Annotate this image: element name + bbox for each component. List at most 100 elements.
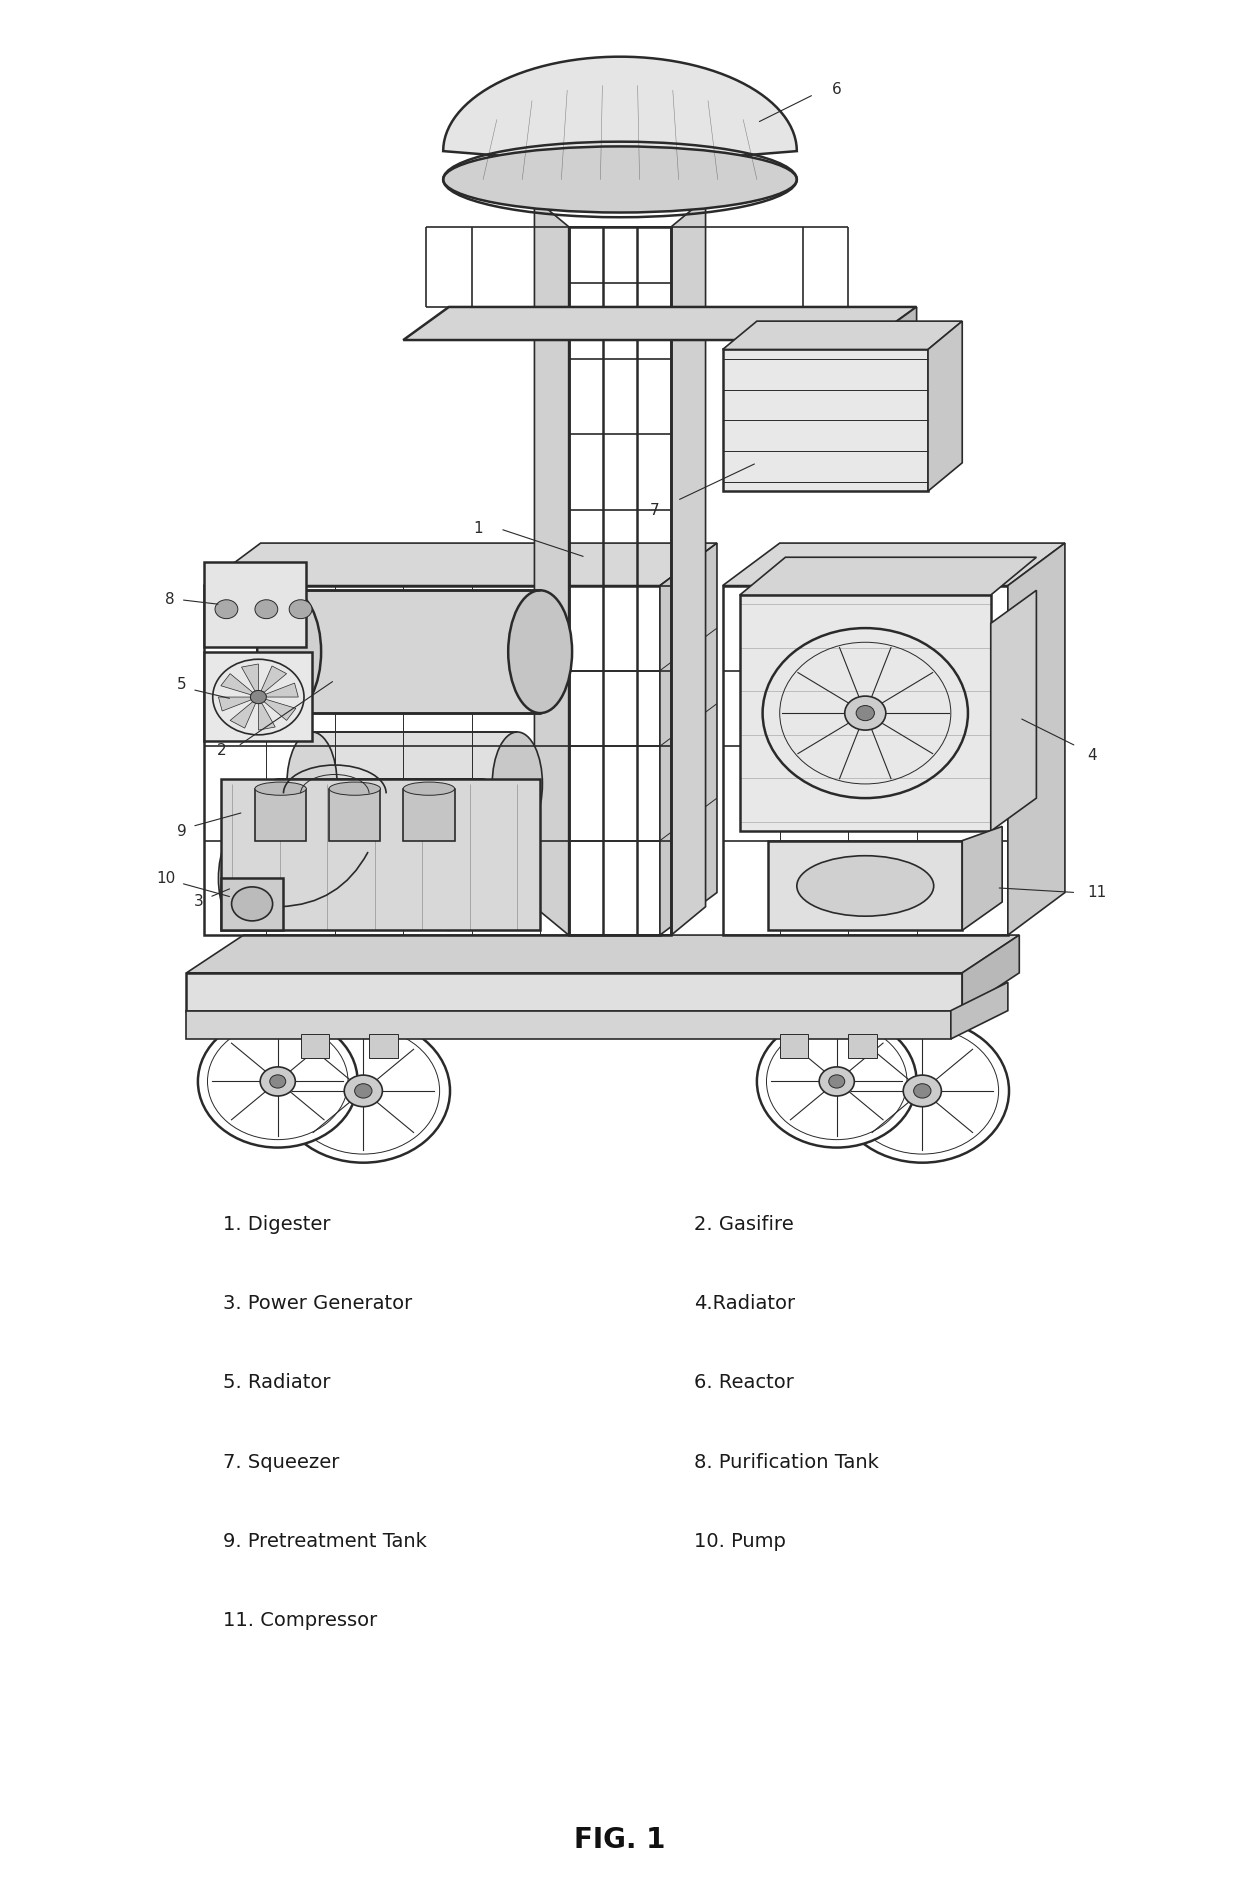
Bar (203, 652, 312, 740)
Ellipse shape (797, 856, 934, 916)
Bar (300, 1033, 329, 1058)
Circle shape (215, 599, 238, 618)
Polygon shape (278, 778, 484, 882)
Polygon shape (962, 935, 1019, 1011)
Circle shape (345, 1075, 382, 1107)
Ellipse shape (255, 782, 306, 795)
Circle shape (260, 1067, 295, 1096)
Polygon shape (951, 982, 1008, 1039)
Circle shape (828, 1075, 844, 1088)
Circle shape (232, 886, 273, 920)
Bar (203, 586, 660, 935)
Circle shape (198, 1016, 357, 1147)
Ellipse shape (329, 782, 381, 795)
Polygon shape (534, 198, 569, 935)
Text: 4.Radiator: 4.Radiator (694, 1294, 796, 1313)
Circle shape (250, 689, 267, 703)
Bar (370, 1033, 398, 1058)
Polygon shape (443, 57, 797, 179)
Polygon shape (312, 731, 517, 835)
Text: 8: 8 (165, 593, 175, 606)
Polygon shape (262, 667, 286, 693)
Polygon shape (671, 198, 706, 935)
Polygon shape (660, 542, 717, 935)
Bar (740, 595, 991, 831)
Polygon shape (218, 697, 252, 710)
Text: 7. Squeezer: 7. Squeezer (223, 1453, 340, 1472)
Text: 10. Pump: 10. Pump (694, 1532, 786, 1551)
Polygon shape (723, 542, 1065, 586)
Ellipse shape (253, 778, 303, 882)
Circle shape (836, 1018, 1009, 1162)
Polygon shape (723, 321, 962, 349)
Polygon shape (740, 557, 1037, 595)
Bar (569, 227, 671, 935)
Text: 5. Radiator: 5. Radiator (223, 1373, 331, 1392)
Text: 5: 5 (177, 678, 186, 691)
Circle shape (903, 1075, 941, 1107)
Bar (203, 563, 306, 646)
Ellipse shape (218, 827, 269, 929)
Bar (221, 778, 541, 929)
Text: 11. Compressor: 11. Compressor (223, 1611, 377, 1630)
Polygon shape (231, 701, 255, 727)
Text: 1. Digester: 1. Digester (223, 1215, 331, 1234)
Text: 10: 10 (156, 871, 175, 886)
Bar (403, 790, 455, 841)
Text: 9: 9 (177, 824, 186, 839)
Circle shape (844, 695, 885, 729)
Polygon shape (1008, 542, 1065, 935)
Polygon shape (186, 973, 962, 1011)
Polygon shape (928, 321, 962, 491)
Circle shape (914, 1084, 931, 1098)
Polygon shape (186, 1011, 951, 1039)
Polygon shape (962, 827, 1002, 929)
Ellipse shape (424, 827, 474, 929)
Text: FIG. 1: FIG. 1 (574, 1827, 666, 1853)
Text: 2. Gasifire: 2. Gasifire (694, 1215, 794, 1234)
Ellipse shape (508, 589, 572, 712)
Circle shape (270, 1075, 285, 1088)
Text: 4: 4 (1087, 748, 1097, 763)
Text: 6. Reactor: 6. Reactor (694, 1373, 795, 1392)
Text: 8. Purification Tank: 8. Purification Tank (694, 1453, 879, 1472)
Bar (255, 790, 306, 841)
Bar (848, 1033, 877, 1058)
Circle shape (820, 1067, 854, 1096)
Circle shape (277, 1018, 450, 1162)
Bar (780, 1033, 808, 1058)
Polygon shape (242, 665, 258, 691)
Bar (221, 878, 284, 929)
Polygon shape (264, 699, 296, 720)
Text: 7: 7 (650, 502, 658, 518)
Bar (769, 841, 962, 929)
Bar (723, 349, 928, 491)
Polygon shape (991, 589, 1037, 831)
Circle shape (255, 599, 278, 618)
Polygon shape (221, 674, 253, 695)
Text: 1: 1 (474, 521, 484, 536)
Ellipse shape (443, 147, 797, 212)
Text: 11: 11 (1087, 886, 1107, 899)
Circle shape (289, 599, 312, 618)
Polygon shape (186, 935, 1019, 973)
Polygon shape (265, 684, 299, 697)
Polygon shape (243, 827, 449, 929)
Ellipse shape (286, 731, 337, 835)
Ellipse shape (257, 589, 321, 712)
Text: 2: 2 (217, 744, 227, 757)
Text: 9. Pretreatment Tank: 9. Pretreatment Tank (223, 1532, 427, 1551)
Polygon shape (258, 703, 275, 729)
Polygon shape (203, 542, 717, 586)
Text: 3: 3 (193, 895, 203, 909)
Ellipse shape (492, 731, 542, 835)
Circle shape (856, 705, 874, 720)
Polygon shape (289, 589, 541, 712)
Text: 6: 6 (832, 83, 842, 96)
Bar (329, 790, 381, 841)
Circle shape (355, 1084, 372, 1098)
Ellipse shape (458, 778, 508, 882)
Ellipse shape (403, 782, 455, 795)
Polygon shape (870, 306, 916, 368)
Polygon shape (403, 306, 916, 340)
